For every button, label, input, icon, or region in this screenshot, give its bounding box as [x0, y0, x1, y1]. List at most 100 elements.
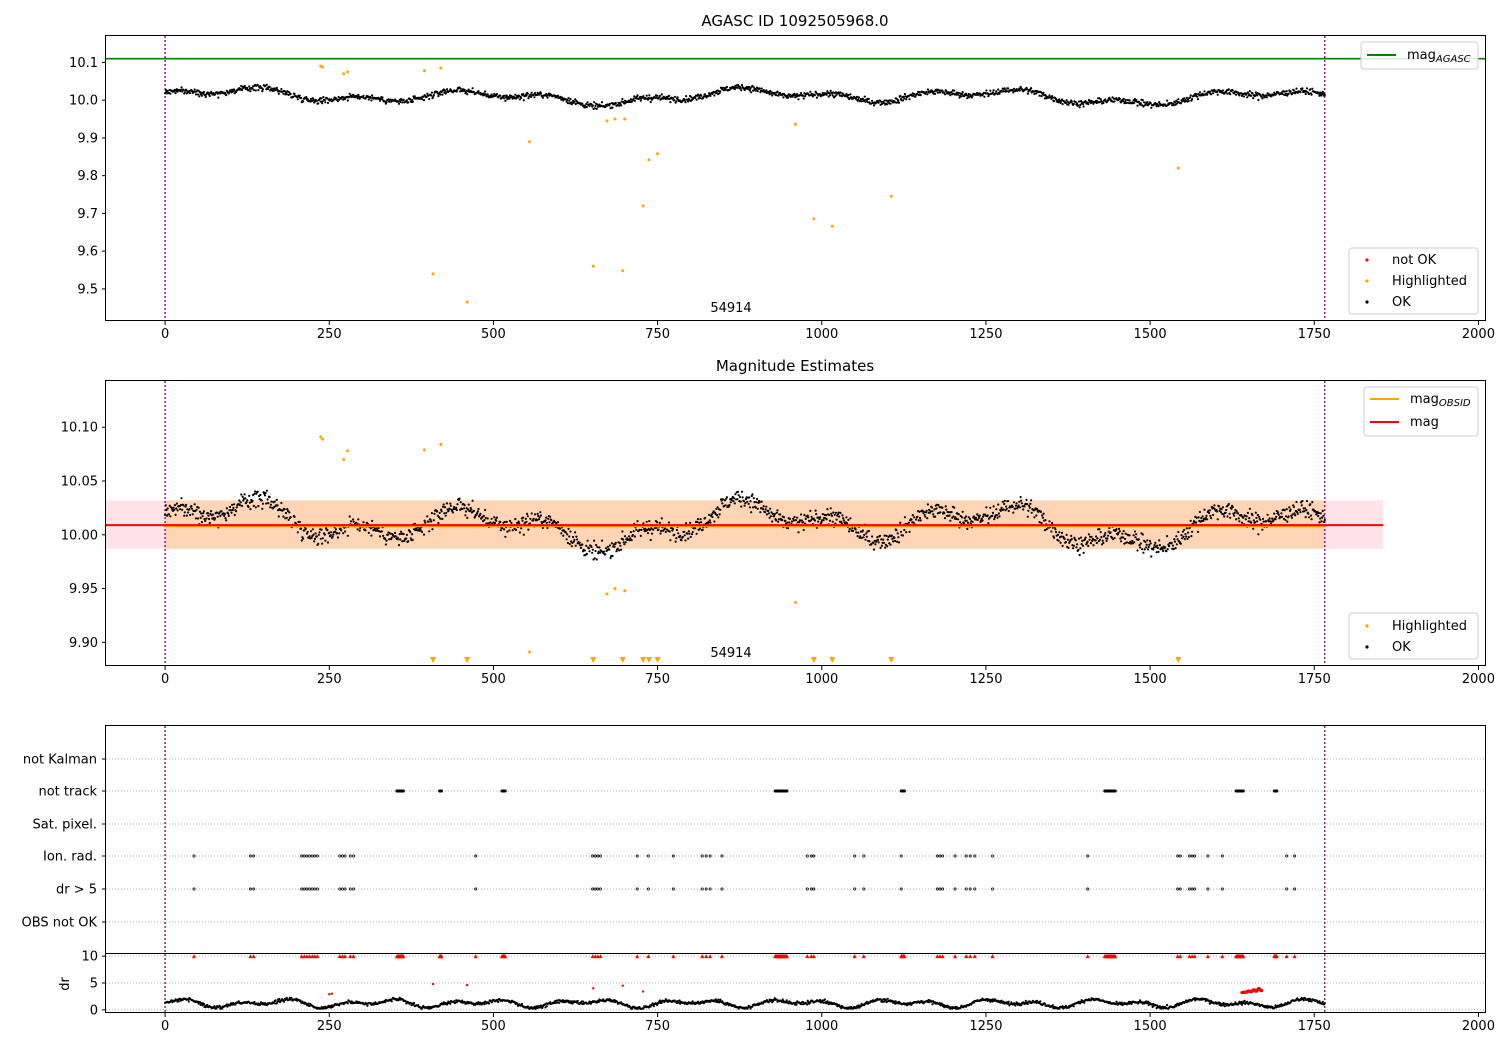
- ok-point: [1015, 502, 1018, 505]
- ok-point: [623, 543, 626, 546]
- ok-point: [1273, 512, 1276, 515]
- ok-point: [202, 512, 205, 515]
- ok-point: [1025, 498, 1028, 501]
- ok-point: [1141, 533, 1144, 536]
- ok-point: [1208, 90, 1211, 93]
- y-tick-label: 9.8: [77, 169, 98, 184]
- agasc-x-axis-ticks: 0 250 500 750 1000 1250 1500 1750 2000: [161, 321, 1495, 342]
- ok-point: [794, 519, 798, 522]
- flag-marker: [700, 887, 704, 891]
- ok-point: [913, 92, 916, 96]
- ok-point: [320, 97, 323, 100]
- ok-point: [1072, 547, 1075, 550]
- ok-point: [959, 521, 962, 524]
- ok-point: [991, 91, 995, 94]
- ok-point: [570, 540, 573, 543]
- flag-marker: [635, 854, 639, 858]
- ok-point: [329, 534, 332, 537]
- ok-point: [466, 93, 469, 96]
- ok-point: [530, 91, 533, 94]
- ok-point: [1048, 520, 1051, 523]
- ok-point: [899, 530, 903, 533]
- ok-point: [223, 514, 226, 518]
- ok-point: [1038, 94, 1041, 97]
- ok-point: [193, 88, 196, 91]
- ok-point: [639, 95, 642, 98]
- ok-point: [1212, 92, 1215, 95]
- ok-point: [803, 513, 806, 517]
- ok-point: [685, 95, 688, 98]
- dr-ok-point: [809, 1001, 812, 1004]
- dr-ok-point: [558, 1001, 561, 1004]
- ok-point: [591, 548, 594, 551]
- ok-point: [733, 497, 736, 500]
- ok-point: [782, 516, 786, 519]
- ok-point: [181, 90, 184, 93]
- ok-point: [724, 504, 727, 507]
- ok-point: [201, 515, 204, 518]
- ok-point: [1231, 89, 1234, 92]
- ok-point: [482, 514, 485, 517]
- ok-point: [1137, 538, 1140, 541]
- ok-point: [1303, 510, 1306, 513]
- ok-point: [628, 539, 631, 542]
- ok-point: [604, 547, 608, 550]
- ok-point: [1077, 100, 1081, 103]
- ok-point: [1221, 89, 1224, 92]
- ok-point: [943, 512, 946, 515]
- ok-point: [901, 534, 905, 537]
- ok-point: [971, 520, 974, 524]
- ok-point: [696, 518, 700, 521]
- ok-point: [183, 514, 186, 517]
- ok-point: [522, 533, 525, 536]
- ok-point: [1060, 531, 1064, 535]
- ok-point: [1189, 94, 1192, 97]
- dr-ok-point: [520, 1002, 524, 1006]
- ok-point: [882, 541, 886, 544]
- ok-point: [1240, 514, 1243, 517]
- ok-point: [520, 527, 523, 530]
- ok-point: [539, 511, 542, 514]
- ok-point: [1026, 515, 1029, 518]
- ok-point: [1252, 519, 1255, 522]
- ok-point: [826, 90, 829, 93]
- ok-point: [206, 511, 209, 515]
- flag-marker: [599, 854, 602, 858]
- ok-point: [698, 96, 702, 100]
- ok-point: [495, 516, 498, 519]
- ok-point: [645, 520, 648, 523]
- ok-point: [260, 499, 263, 502]
- ok-point: [749, 500, 752, 503]
- flag-marker: [402, 789, 405, 793]
- ok-point: [390, 536, 393, 539]
- ok-point: [511, 97, 514, 100]
- ok-point: [286, 508, 289, 511]
- ok-point: [1168, 545, 1171, 548]
- ok-point: [311, 534, 314, 538]
- ok-point: [1307, 512, 1310, 515]
- ok-point: [310, 536, 313, 540]
- flag-marker: [862, 854, 866, 858]
- ok-point: [574, 98, 577, 101]
- ok-point: [993, 515, 997, 519]
- ok-point: [765, 513, 769, 516]
- ok-point: [586, 539, 589, 542]
- ok-point: [1248, 507, 1251, 510]
- ok-point: [1203, 508, 1206, 511]
- ok-point: [1043, 97, 1046, 100]
- ok-point: [1183, 528, 1186, 531]
- ok-point: [321, 542, 324, 545]
- ok-point: [1203, 90, 1206, 93]
- ok-point: [1210, 93, 1213, 96]
- ok-point: [1158, 544, 1161, 547]
- ok-point: [877, 541, 880, 544]
- ok-point: [683, 530, 686, 533]
- ok-point: [461, 508, 464, 511]
- flag-marker: [1086, 854, 1090, 858]
- ok-point: [501, 527, 504, 530]
- ok-point: [862, 536, 865, 539]
- ok-point: [495, 519, 498, 522]
- ok-point: [702, 95, 706, 98]
- ok-point: [535, 93, 539, 97]
- ok-point: [1014, 507, 1017, 510]
